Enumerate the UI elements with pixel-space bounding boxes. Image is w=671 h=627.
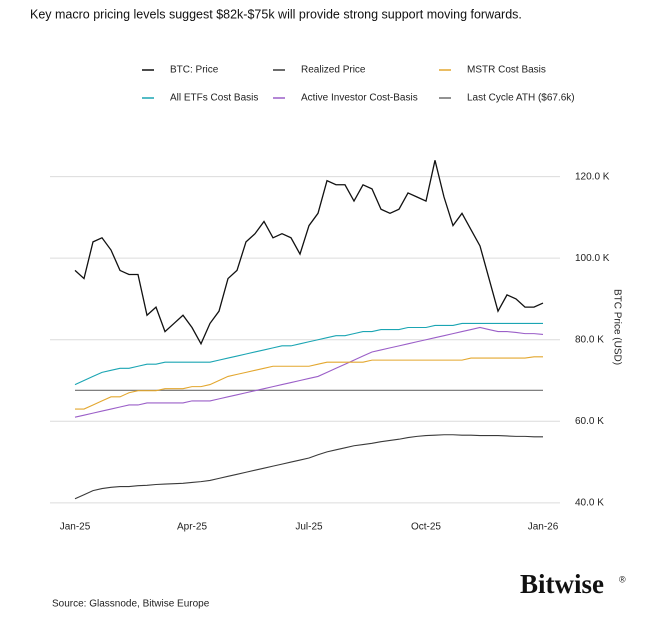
legend-label: BTC: Price: [170, 65, 219, 76]
brand-logo: Bitwise: [520, 569, 604, 599]
y-tick-label: 80.0 K: [575, 334, 604, 345]
x-tick-label: Jul-25: [295, 522, 323, 533]
x-tick-label: Oct-25: [411, 522, 441, 533]
legend-label: Last Cycle ATH ($67.6k): [467, 93, 575, 104]
x-tick-label: Jan-25: [60, 522, 91, 533]
series-line: [74, 322, 543, 386]
x-tick-label: Jan-26: [528, 522, 559, 533]
legend-label: Realized Price: [301, 65, 366, 76]
legend-label: All ETFs Cost Basis: [170, 93, 258, 104]
y-tick-label: 100.0 K: [575, 253, 610, 264]
y-tick-label: 40.0 K: [575, 497, 604, 508]
chart-title: Key macro pricing levels suggest $82k-$7…: [30, 7, 522, 21]
legend-label: Active Investor Cost-Basis: [301, 93, 418, 104]
x-tick-label: Apr-25: [177, 522, 207, 533]
series-line: [74, 326, 544, 418]
series-line: [74, 434, 543, 500]
y-axis-label: BTC Price (USD): [611, 289, 622, 365]
brand-mark: ®: [619, 574, 626, 584]
source: Source: Glassnode, Bitwise Europe: [52, 599, 210, 610]
y-tick-label: 120.0 K: [575, 171, 610, 182]
series-line: [74, 160, 544, 346]
y-tick-label: 60.0 K: [575, 416, 604, 427]
series-line: [75, 356, 543, 410]
legend-label: MSTR Cost Basis: [467, 65, 546, 76]
